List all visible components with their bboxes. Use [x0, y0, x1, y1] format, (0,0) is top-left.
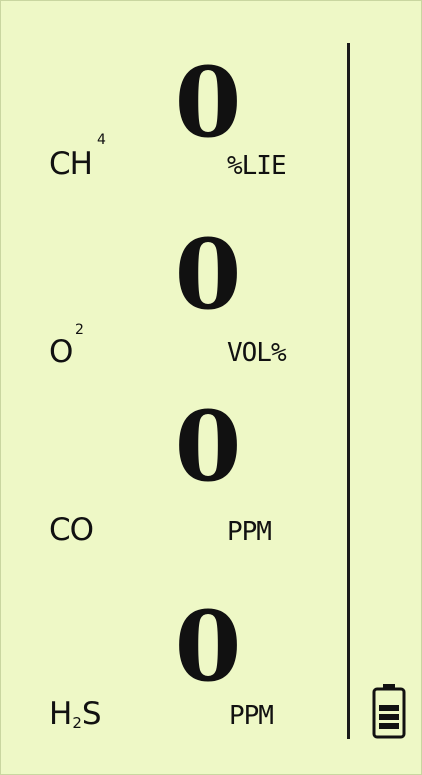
ch4-unit: %LIE [227, 151, 287, 181]
o2-label-base: O [49, 334, 73, 370]
ch4-reading: 0 [174, 46, 242, 159]
h2s-reading: 0 [174, 590, 242, 703]
h2s-label-subscript: 2 [72, 714, 81, 732]
o2-reading: 0 [174, 218, 242, 331]
h2s-label-pre: H [49, 696, 72, 732]
h2s-label-post: S [81, 696, 102, 732]
co-label: CO [49, 512, 94, 548]
h2s-label: H2S [49, 696, 102, 732]
ch4-label-base: CH [49, 146, 93, 182]
ch4-label-superscript: 4 [97, 132, 106, 148]
h2s-unit: PPM [229, 701, 274, 731]
o2-unit: VOL% [227, 338, 287, 368]
vertical-divider [347, 43, 350, 739]
ch4-label: CH 4 [49, 133, 106, 182]
battery-icon [372, 683, 406, 739]
o2-label-superscript: 2 [75, 322, 84, 338]
co-unit: PPM [227, 517, 272, 547]
co-reading: 0 [174, 390, 242, 503]
